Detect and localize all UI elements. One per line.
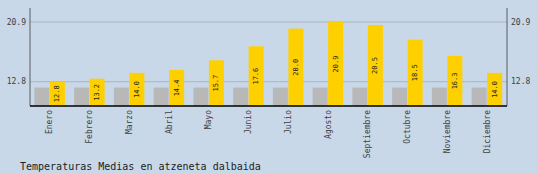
- data-label: 20.0: [292, 59, 300, 76]
- bar: [114, 88, 129, 106]
- bar: [233, 88, 248, 106]
- bar: [328, 22, 343, 106]
- data-label: 12.8: [53, 85, 61, 102]
- bar: [368, 25, 383, 106]
- data-label: 20.5: [371, 57, 379, 74]
- bar: [50, 82, 65, 106]
- data-label: 14.4: [173, 80, 181, 97]
- data-label: 17.6: [252, 68, 260, 85]
- data-labels: 12.8 13.2 14.0 14.4 15.7 17.6 20.0 20.9 20.5 18.5…: [53, 56, 498, 103]
- bar: [129, 73, 144, 106]
- y2-axis: 12.8 20.9: [511, 18, 530, 87]
- bar: [313, 88, 328, 106]
- bar: [432, 88, 447, 106]
- bar: [392, 88, 407, 106]
- x-tick-label: Noviembre: [443, 110, 452, 154]
- x-tick-label: Agosto: [324, 110, 333, 139]
- bar: [74, 88, 89, 106]
- x-tick-label: Abril: [165, 110, 174, 134]
- grid-line: [30, 22, 507, 23]
- bar: [154, 88, 169, 106]
- data-label: 14.0: [133, 81, 141, 98]
- x-tick-label: Octubre: [403, 110, 412, 144]
- bar: [249, 46, 264, 106]
- title: Temperaturas Medias en atzeneta dalbaida: [20, 161, 261, 172]
- y-tick-label: 20.9: [7, 18, 26, 27]
- bar: [487, 73, 502, 106]
- x-tick-label: Septiembre: [363, 110, 372, 158]
- x-tick-label: Diciembre: [483, 110, 492, 154]
- grid: [30, 22, 507, 82]
- data-label: 18.5: [411, 64, 419, 81]
- bar: [447, 56, 462, 106]
- chart: 12.8 13.2 14.0 14.4 15.7 17.6 20.0 20.9 20.5 18.5…: [0, 0, 537, 174]
- data-label: 13.2: [93, 84, 101, 101]
- y2-tick-label: 12.8: [511, 77, 530, 86]
- bar: [273, 88, 288, 106]
- y2-axis-line: [507, 8, 508, 106]
- x-axis-line: [30, 105, 507, 107]
- bar: [90, 79, 105, 106]
- y2-tick-label: 20.9: [511, 18, 530, 27]
- x-axis: Enero Febrero Marzo Abril Mayo Junio Julio Agos…: [45, 110, 491, 158]
- data-label: 15.7: [212, 75, 220, 92]
- bar: [193, 88, 208, 106]
- bars: [34, 22, 502, 106]
- bar: [169, 70, 184, 106]
- x-tick-label: Enero: [45, 110, 54, 134]
- bar: [288, 29, 303, 106]
- x-tick-label: Marzo: [125, 110, 134, 134]
- bar: [34, 88, 49, 106]
- y-axis: 12.8 20.9: [7, 18, 26, 87]
- data-label: 16.3: [451, 73, 459, 90]
- x-tick-label: Junio: [244, 110, 253, 134]
- data-label: 14.0: [491, 81, 499, 98]
- bar: [472, 88, 487, 106]
- bar: [408, 40, 423, 106]
- x-tick-label: Febrero: [85, 110, 94, 144]
- bar: [209, 60, 224, 106]
- data-label: 20.9: [332, 56, 340, 73]
- x-tick-label: Mayo: [204, 110, 213, 129]
- x-tick-label: Julio: [284, 110, 293, 134]
- bar: [352, 88, 367, 106]
- y-tick-label: 12.8: [7, 77, 26, 86]
- y-axis-line: [30, 8, 31, 106]
